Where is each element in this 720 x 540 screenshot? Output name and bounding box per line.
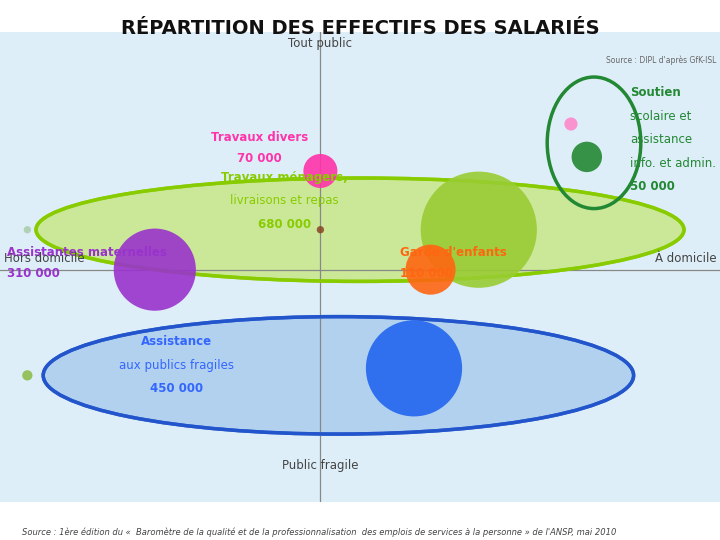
Text: 310 000: 310 000 [7, 267, 60, 280]
Point [408, 399, 420, 408]
Text: Source : 1ère édition du «  Baromètre de la qualité et de la professionnalisatio: Source : 1ère édition du « Baromètre de … [22, 528, 616, 537]
Text: 680 000: 680 000 [258, 218, 311, 231]
Point [315, 167, 326, 176]
Text: Source : DIPL d'après GfK-ISL: Source : DIPL d'après GfK-ISL [606, 56, 716, 65]
Text: À domicile: À domicile [654, 252, 716, 265]
Text: Travaux divers: Travaux divers [210, 131, 308, 144]
Text: Tout public: Tout public [289, 37, 352, 50]
Text: Assistantes maternelles: Assistantes maternelles [7, 246, 167, 259]
Point [315, 225, 326, 234]
Text: Hors domicile: Hors domicile [4, 252, 84, 265]
Text: Travaux ménagers,: Travaux ménagers, [221, 171, 348, 184]
Text: assistance: assistance [630, 133, 692, 146]
Text: 110 000: 110 000 [400, 267, 452, 280]
Ellipse shape [36, 178, 684, 281]
Text: Soutien: Soutien [630, 86, 680, 99]
Point [22, 225, 33, 234]
Text: 70 000: 70 000 [237, 152, 282, 165]
Point [425, 265, 436, 274]
Text: livraisons et repas: livraisons et repas [230, 194, 338, 207]
Text: RÉPARTITION DES EFFECTIFS DES SALARIÉS: RÉPARTITION DES EFFECTIFS DES SALARIÉS [121, 19, 599, 38]
Text: aux publics fragiles: aux publics fragiles [119, 359, 234, 372]
Text: scolaire et: scolaire et [630, 110, 691, 123]
Text: 50 000: 50 000 [630, 180, 675, 193]
Point [581, 153, 593, 161]
Point [565, 120, 577, 129]
Point [473, 225, 485, 234]
Text: Assistance: Assistance [141, 335, 212, 348]
Point [149, 265, 161, 274]
Point [408, 364, 420, 373]
Ellipse shape [43, 316, 634, 434]
Point [22, 371, 33, 380]
Text: info. et admin.: info. et admin. [630, 157, 716, 170]
Text: Garde d'enfants: Garde d'enfants [400, 246, 506, 259]
Text: Public fragile: Public fragile [282, 458, 359, 471]
Text: 450 000: 450 000 [150, 382, 203, 395]
